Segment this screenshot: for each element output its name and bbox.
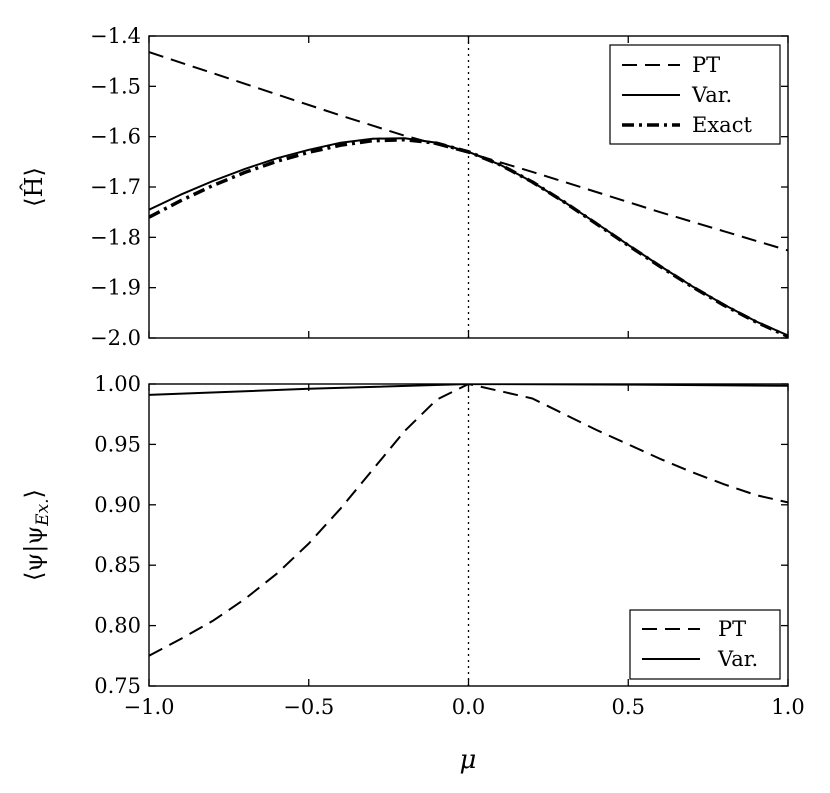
xtick-label: 0.0 (452, 695, 485, 719)
bottom-legend-var-label: Var. (717, 647, 758, 671)
xtick-label: 0.5 (612, 695, 645, 719)
bottom-y-axis-label-close: ⟩ (20, 489, 48, 498)
bottom-ytick-label: 1.00 (94, 372, 141, 396)
bottom-ytick-label: 0.85 (94, 553, 141, 577)
bottom-ytick-label: 0.75 (94, 674, 141, 698)
top-ytick-label: −1.6 (90, 125, 141, 149)
bottom-panel: 0.75 0.80 0.85 0.90 0.95 1.00 −1.0 −0.5 0.0 0.5 1.… (20, 372, 805, 775)
top-series-var-line (149, 137, 788, 337)
bottom-series-var-line (149, 384, 788, 396)
bottom-ytick-label: 0.80 (94, 614, 141, 638)
top-ytick-label: −1.8 (90, 225, 141, 249)
xtick-label: −1.0 (124, 695, 175, 719)
bottom-series-pt-line (149, 384, 788, 657)
bottom-y-axis-label-sub: Ex. (33, 498, 53, 526)
top-legend: PT Var. Exact (609, 44, 781, 145)
top-ytick-label: −1.5 (90, 74, 141, 98)
top-legend-pt-label: PT (692, 53, 720, 77)
bottom-y-axis-label: ⟨ψ|ψEx.⟩ (20, 489, 53, 581)
bottom-ytick-label: 0.95 (94, 432, 141, 456)
top-panel: −2.0 −1.9 −1.8 −1.7 −1.6 −1.5 −1.4 ⟨Ĥ⟩ PT Var.… (19, 24, 789, 350)
top-legend-var-label: Var. (691, 83, 732, 107)
top-ytick-label: −1.9 (90, 276, 141, 300)
x-axis-label: μ (460, 745, 477, 775)
bottom-ytick-label: 0.90 (94, 493, 141, 517)
top-ytick-label: −1.4 (90, 24, 141, 48)
bottom-legend-pt-label: PT (718, 617, 746, 641)
bottom-legend-frame (629, 609, 781, 680)
top-series-exact-line (149, 137, 788, 338)
top-y-axis-label: ⟨Ĥ⟩ (19, 167, 48, 207)
top-legend-exact-label: Exact (692, 113, 752, 137)
bottom-legend: PT Var. (629, 609, 781, 680)
top-legend-frame (609, 44, 781, 145)
top-ytick-label: −2.0 (90, 326, 141, 350)
top-ytick-label: −1.7 (90, 175, 141, 199)
xtick-label: −0.5 (283, 695, 334, 719)
bottom-y-axis-label-main: ⟨ψ|ψ (20, 526, 49, 581)
xtick-label: 1.0 (771, 695, 804, 719)
